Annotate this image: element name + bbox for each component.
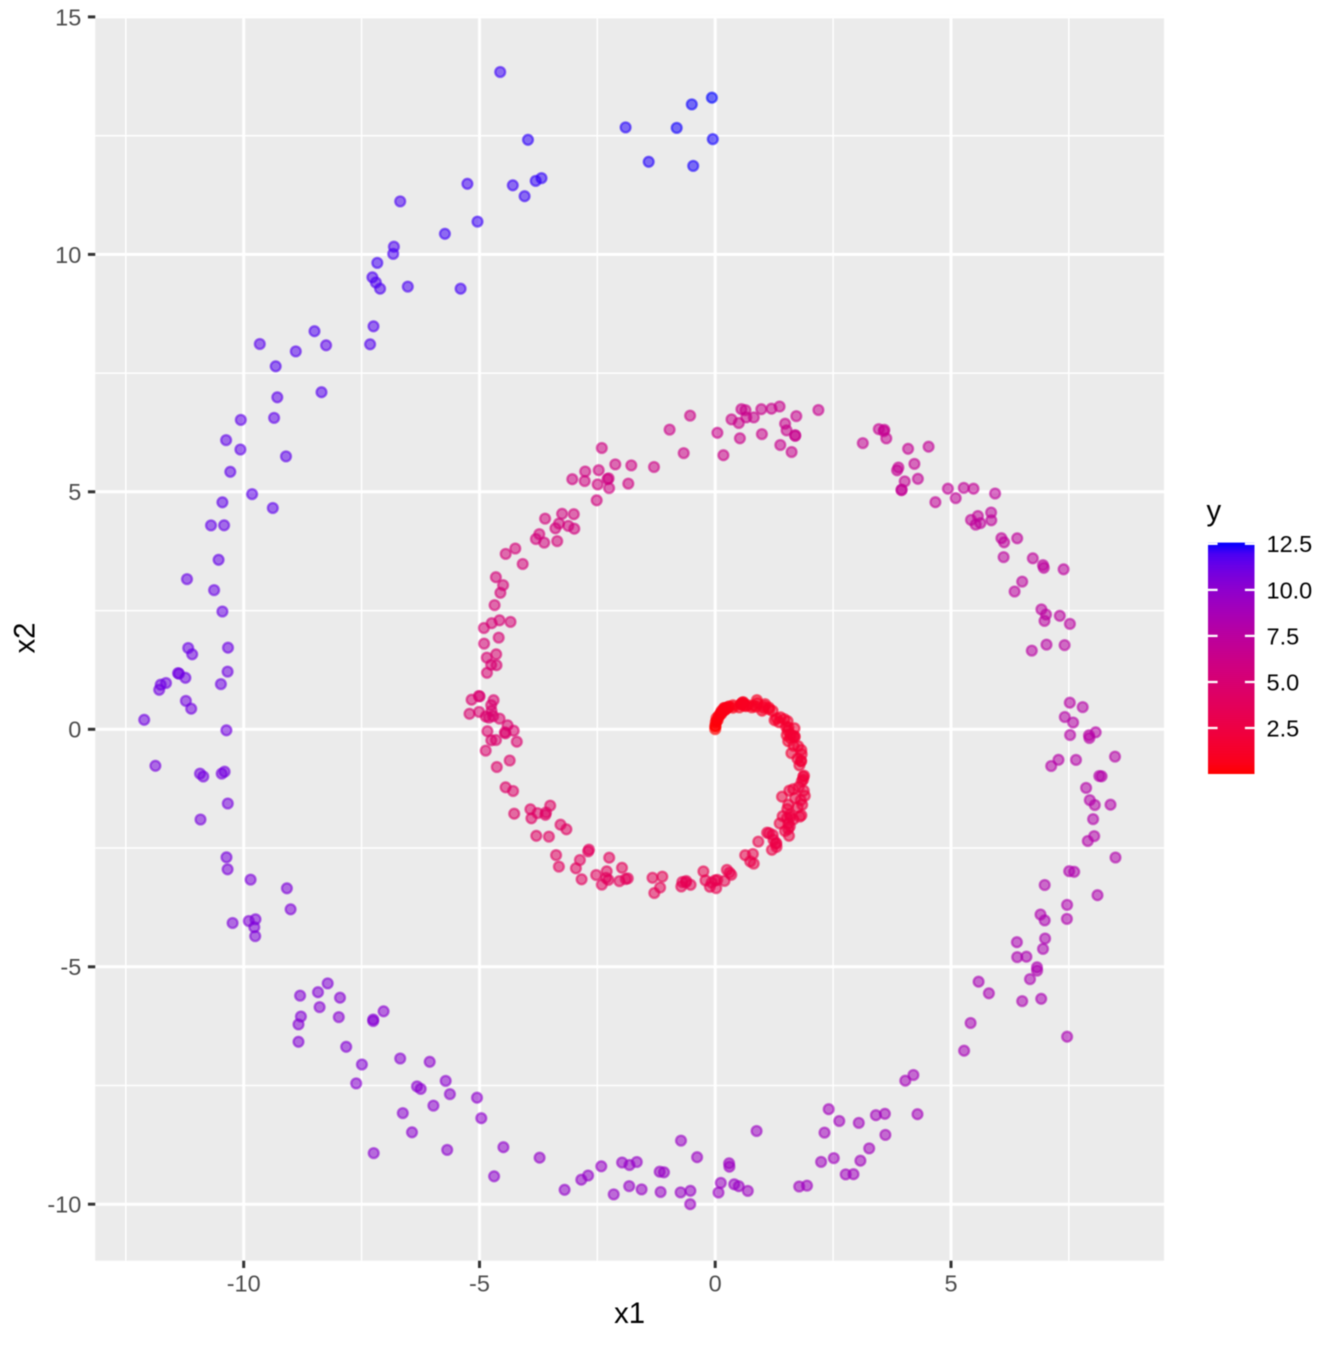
svg-text:12.5: 12.5	[1267, 531, 1313, 557]
svg-text:y: y	[1207, 495, 1222, 528]
svg-text:-10: -10	[47, 1192, 81, 1218]
svg-text:5: 5	[68, 479, 81, 505]
svg-text:x2: x2	[9, 623, 42, 654]
svg-text:15: 15	[55, 4, 81, 30]
svg-text:0: 0	[709, 1271, 722, 1297]
svg-text:x1: x1	[614, 1297, 645, 1330]
svg-text:0: 0	[68, 717, 81, 743]
svg-text:-5: -5	[469, 1271, 490, 1297]
svg-text:-5: -5	[60, 954, 81, 980]
svg-text:2.5: 2.5	[1267, 715, 1300, 741]
svg-text:7.5: 7.5	[1267, 623, 1300, 649]
svg-text:10: 10	[55, 242, 81, 268]
svg-text:5: 5	[944, 1271, 957, 1297]
svg-text:5.0: 5.0	[1267, 669, 1300, 695]
svg-text:10.0: 10.0	[1267, 577, 1313, 603]
svg-text:-10: -10	[227, 1271, 261, 1297]
